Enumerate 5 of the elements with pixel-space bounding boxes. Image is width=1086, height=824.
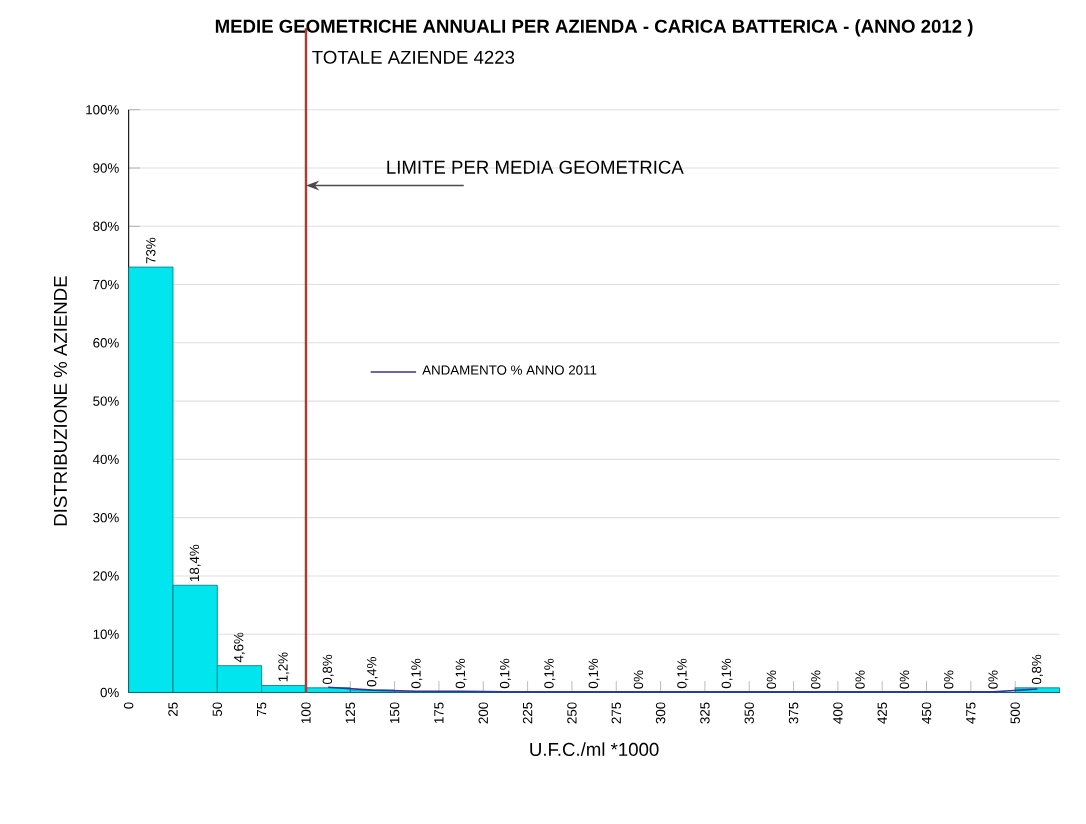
annotation: LIMITE PER MEDIA GEOMETRICA xyxy=(387,160,684,174)
ref-line-label: TOTALE AZIENDE 4223 xyxy=(312,50,515,64)
y-axis-title: DISTRIBUZIONE % AZIENDE xyxy=(53,275,67,525)
chart-title: MEDIE GEOMETRICHE ANNUALI PER AZIENDA - CARICA BATTERICA - (ANNO 2012 ) xyxy=(215,18,973,37)
x-axis-title: U.F.C./ml *1000 xyxy=(530,741,659,756)
